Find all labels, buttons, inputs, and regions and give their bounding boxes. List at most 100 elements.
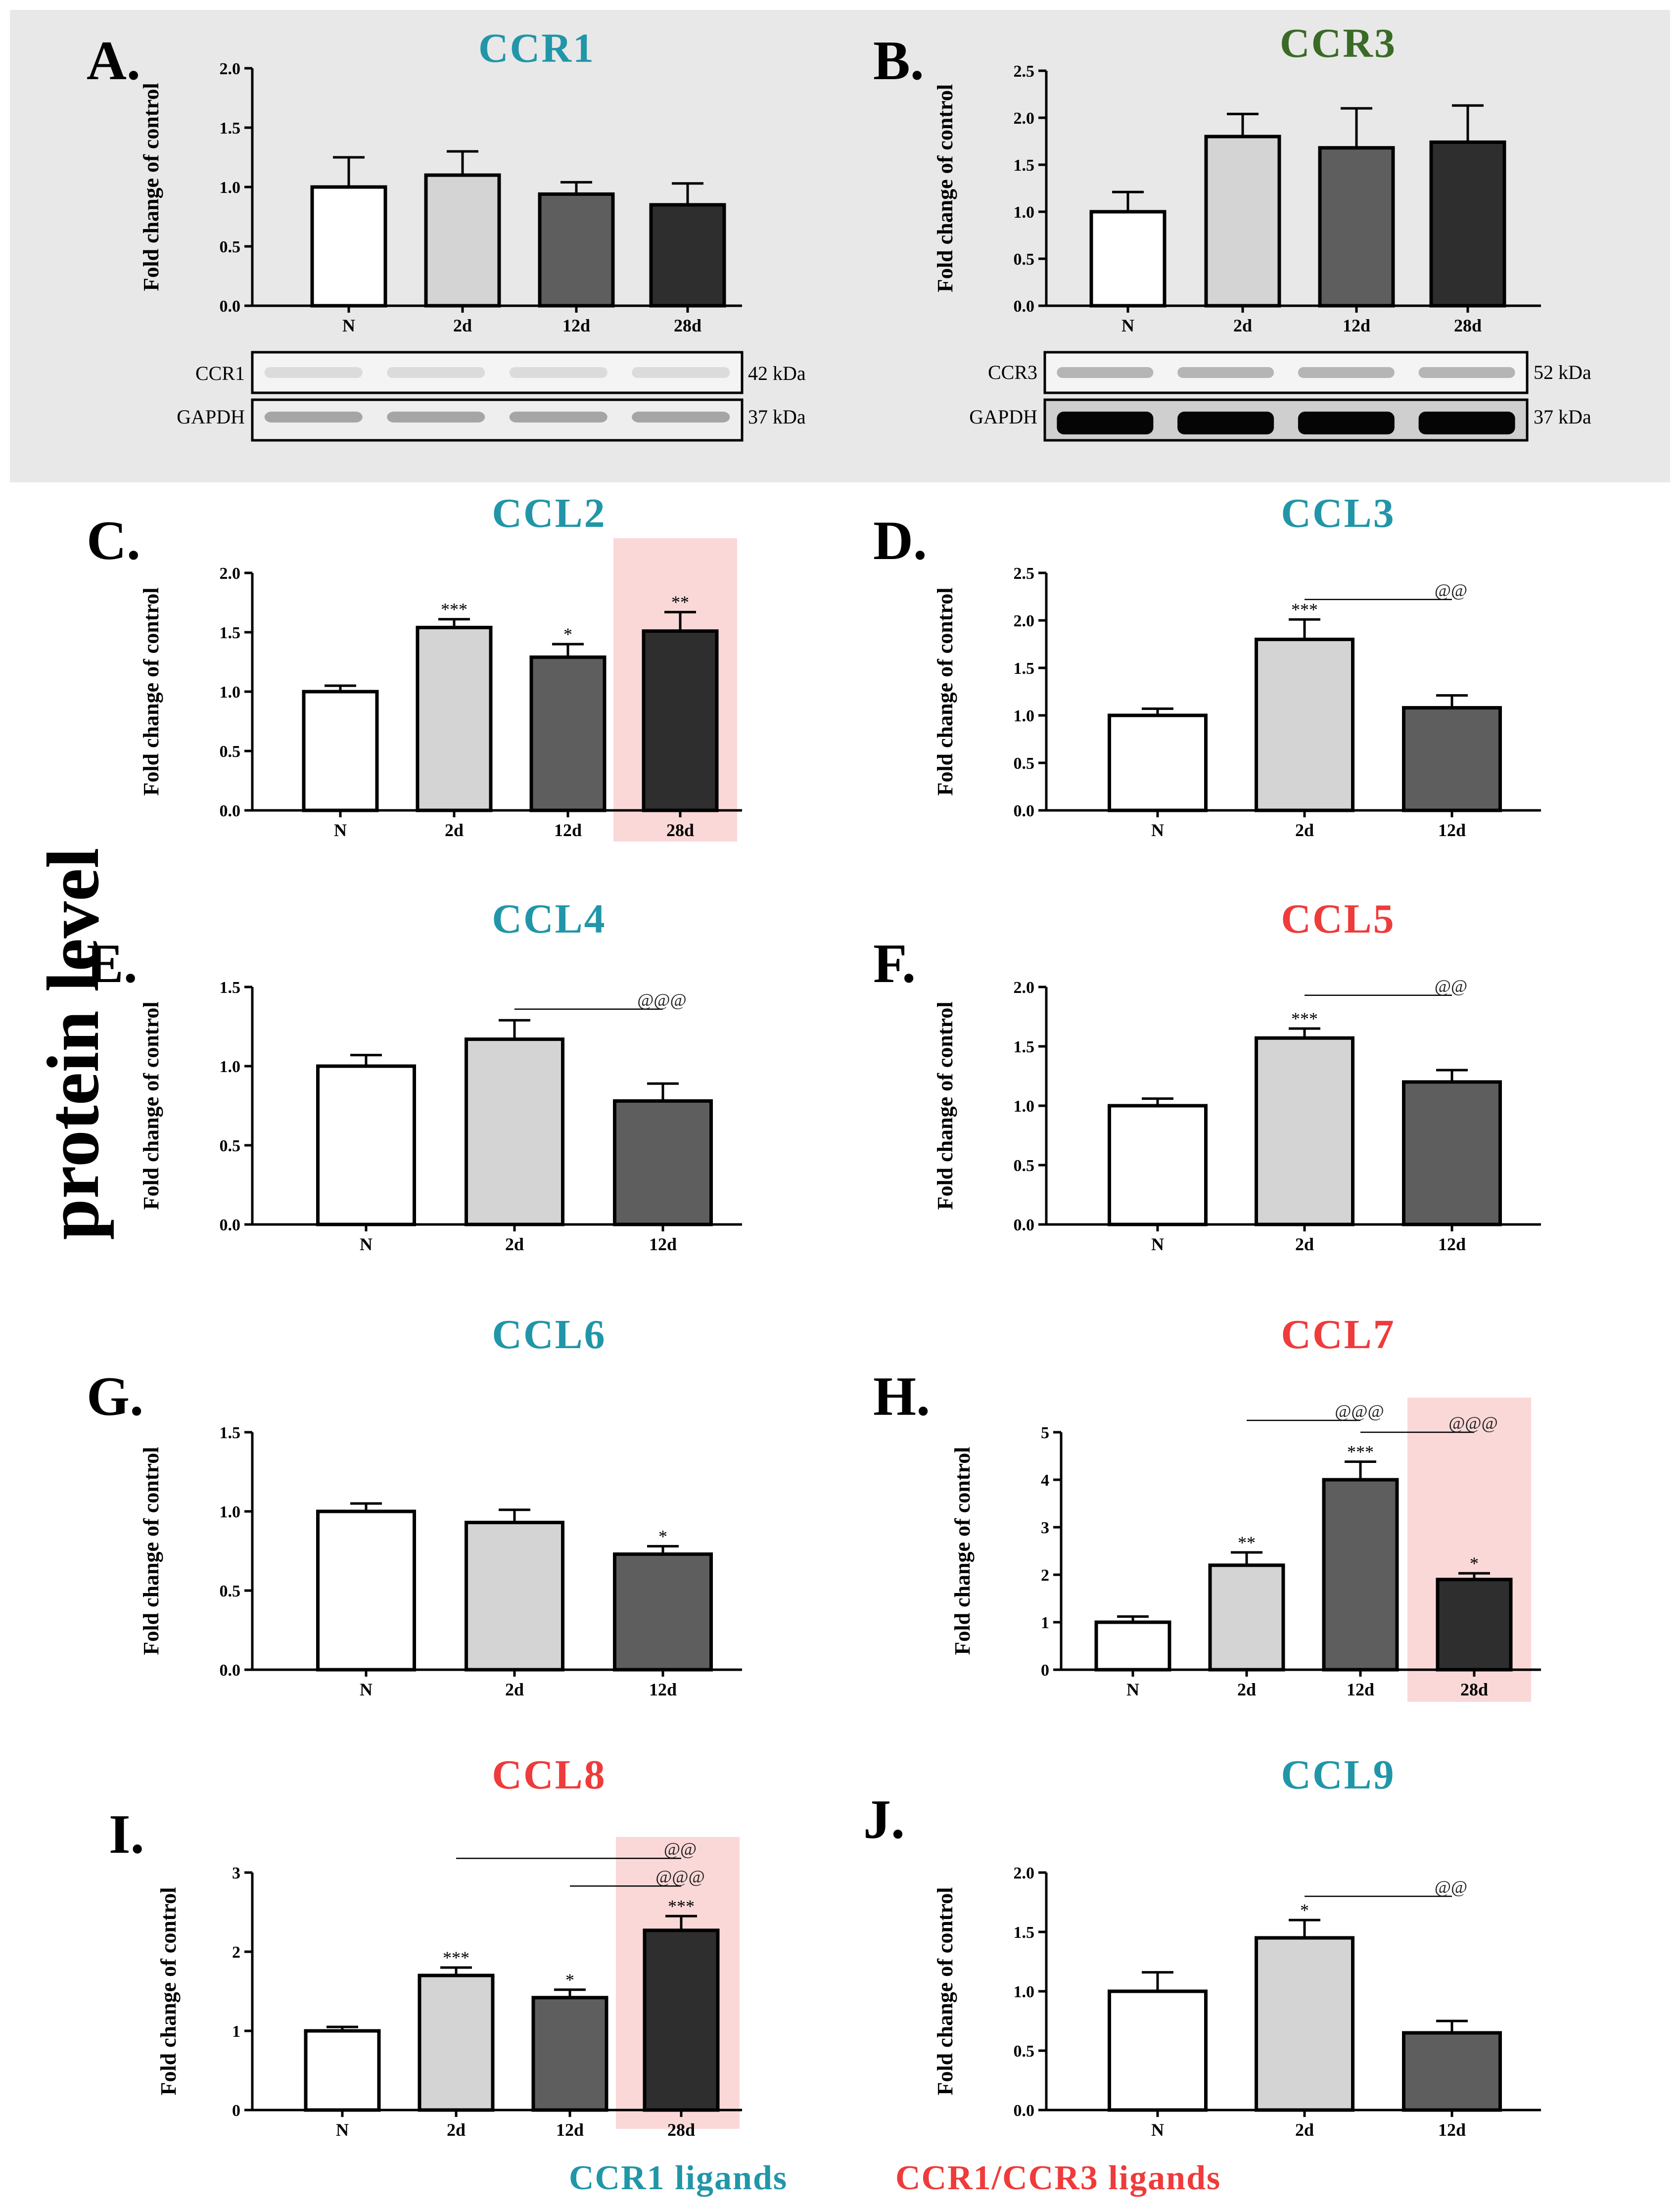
side-label-protein-level: protein level xyxy=(32,848,114,1240)
y-axis-label-ccr3: Fold change of control xyxy=(933,84,957,292)
bar-ccl7-2d xyxy=(1208,1563,1285,1672)
panel-letter-ccl3: D. xyxy=(873,510,927,571)
x-tick-label-ccl8-12d: 12d xyxy=(556,2120,584,2140)
x-tick-label-ccl6-2d: 2d xyxy=(505,1680,524,1699)
y-tick-label-ccr1: 1.0 xyxy=(220,179,241,197)
y-tick-label-ccl3: 0.5 xyxy=(1014,754,1035,773)
blot-band-ccr1 xyxy=(387,367,485,378)
comparison-label-ccl5-0: @@ xyxy=(1435,976,1467,996)
panel-letter-ccl9: J. xyxy=(863,1789,905,1850)
chart-ccl6: CCL6 G. Fold change of control 0.0 0.5 1.0 1.5… xyxy=(87,1312,742,1699)
chart-title-ccl4: CCL4 xyxy=(492,896,606,942)
significance-stars-ccl7-28d: * xyxy=(1470,1553,1479,1573)
comparison-label-ccl7-0: @@@ xyxy=(1335,1401,1384,1421)
blot-band-gapdh xyxy=(1177,412,1274,434)
chart-title-ccr3: CCR3 xyxy=(1280,20,1397,66)
bar-ccl6-N xyxy=(316,1509,416,1672)
bar-ccl5-12d xyxy=(1402,1080,1502,1226)
y-tick-label-ccr1: 2.0 xyxy=(220,60,241,78)
blot-band-gapdh xyxy=(264,412,363,423)
panel-letter-ccr1: A. xyxy=(87,30,140,92)
blot-label-ccr3: CCR3 xyxy=(988,361,1037,383)
significance-stars-ccl2-12d: * xyxy=(563,624,572,644)
y-tick-label-ccl5: 2.0 xyxy=(1014,979,1035,997)
chart-ccl9: CCL9 J. Fold change of control 0.0 0.5 1.0 1.5… xyxy=(863,1752,1541,2140)
comparison-label-ccl9-0: @@ xyxy=(1435,1877,1467,1897)
blot-band-ccr3 xyxy=(1418,367,1515,378)
chart-title-ccl5: CCL5 xyxy=(1281,896,1395,942)
y-tick-label-ccl6: 0.5 xyxy=(220,1582,241,1600)
x-tick-label-ccr3-2d: 2d xyxy=(1233,316,1252,335)
comparison-label-ccl7-1: @@@ xyxy=(1448,1413,1497,1433)
y-tick-label-ccr1: 1.5 xyxy=(220,119,241,138)
y-tick-label-ccl4: 1.0 xyxy=(220,1058,241,1076)
y-axis-label-ccl6: Fold change of control xyxy=(139,1447,163,1655)
significance-stars-ccl7-2d: ** xyxy=(1238,1533,1256,1552)
y-tick-label-ccl7: 1 xyxy=(1041,1614,1049,1632)
bar-ccr3-12d xyxy=(1318,146,1395,308)
bar-ccl7-28d xyxy=(1436,1578,1513,1672)
bar-ccl2-N xyxy=(302,690,379,812)
bar-ccl2-2d xyxy=(416,625,493,812)
y-tick-label-ccl8: 0 xyxy=(232,2102,240,2120)
bar-ccl9-2d xyxy=(1255,1936,1354,2112)
significance-stars-ccl2-28d: ** xyxy=(671,592,689,612)
y-axis-label-ccl5: Fold change of control xyxy=(933,1002,957,1210)
y-tick-label-ccl3: 1.5 xyxy=(1014,659,1035,678)
y-tick-label-ccl7: 0 xyxy=(1041,1661,1049,1680)
x-tick-label-ccl7-2d: 2d xyxy=(1237,1680,1256,1699)
x-tick-label-ccl9-N: N xyxy=(1151,2120,1164,2140)
x-tick-label-ccr3-12d: 12d xyxy=(1343,316,1370,335)
blot-kda-gapdh: 37 kDa xyxy=(1534,406,1591,428)
bar-ccl8-28d xyxy=(643,1928,720,2112)
blot-band-ccr1 xyxy=(632,367,730,378)
y-tick-label-ccl6: 0.0 xyxy=(220,1661,241,1680)
chart-title-ccl8: CCL8 xyxy=(492,1752,606,1798)
panel-letter-ccr3: B. xyxy=(873,30,924,92)
bar-ccl7-N xyxy=(1094,1620,1171,1672)
x-tick-label-ccl8-28d: 28d xyxy=(667,2120,695,2140)
significance-stars-ccl8-28d: *** xyxy=(668,1896,695,1916)
x-tick-label-ccl6-12d: 12d xyxy=(649,1680,677,1699)
bar-ccl2-28d xyxy=(642,629,719,812)
blot-band-gapdh xyxy=(632,412,730,423)
bar-ccl9-12d xyxy=(1402,2031,1502,2112)
x-tick-label-ccl5-N: N xyxy=(1151,1234,1164,1254)
x-tick-label-ccl7-N: N xyxy=(1126,1680,1139,1699)
blot-band-gapdh xyxy=(1298,412,1395,434)
y-tick-label-ccl3: 2.0 xyxy=(1014,612,1035,630)
bar-ccr3-28d xyxy=(1429,140,1506,308)
x-tick-label-ccl2-N: N xyxy=(334,820,347,840)
y-tick-label-ccr3: 2.0 xyxy=(1014,109,1035,128)
y-tick-label-ccr1: 0.5 xyxy=(220,238,241,256)
bar-ccl7-12d xyxy=(1322,1478,1399,1672)
chart-ccl8: CCL8 I. Fold change of control 0 1 2 3 N 2d *** 12… xyxy=(109,1752,742,2140)
y-tick-label-ccl6: 1.0 xyxy=(220,1503,241,1521)
blot-kda-ccr1: 42 kDa xyxy=(748,362,806,384)
bar-ccr1-N xyxy=(310,185,387,308)
bar-ccl4-N xyxy=(316,1064,416,1226)
y-axis-label-ccl8: Fold change of control xyxy=(156,1887,181,2096)
panel-letter-ccl2: C. xyxy=(87,510,140,571)
panel-letter-ccl6: G. xyxy=(87,1366,143,1427)
y-tick-label-ccr3: 1.5 xyxy=(1014,156,1035,175)
x-tick-label-ccl3-N: N xyxy=(1151,820,1164,840)
bar-ccl4-2d xyxy=(465,1037,564,1226)
y-tick-label-ccl2: 2.0 xyxy=(220,564,241,583)
y-tick-label-ccr3: 0.5 xyxy=(1014,250,1035,269)
x-tick-label-ccl7-12d: 12d xyxy=(1347,1680,1374,1699)
x-tick-label-ccl9-2d: 2d xyxy=(1295,2120,1314,2140)
y-tick-label-ccl3: 0.0 xyxy=(1014,802,1035,820)
y-tick-label-ccl9: 1.0 xyxy=(1014,1983,1035,2001)
y-tick-label-ccl5: 1.5 xyxy=(1014,1038,1035,1056)
y-tick-label-ccr3: 1.0 xyxy=(1014,203,1035,222)
y-axis-label-ccr1: Fold change of control xyxy=(139,83,163,291)
bar-ccl5-N xyxy=(1108,1104,1208,1226)
y-tick-label-ccl8: 3 xyxy=(232,1864,240,1882)
x-tick-label-ccr1-12d: 12d xyxy=(562,316,590,335)
chart-ccl2: CCL2 C. Fold change of control 0.0 0.5 1.0 1.5… xyxy=(87,490,742,842)
blot-band-ccr3 xyxy=(1057,367,1154,378)
chart-title-ccl9: CCL9 xyxy=(1281,1752,1395,1798)
chart-title-ccr1: CCR1 xyxy=(478,25,595,71)
